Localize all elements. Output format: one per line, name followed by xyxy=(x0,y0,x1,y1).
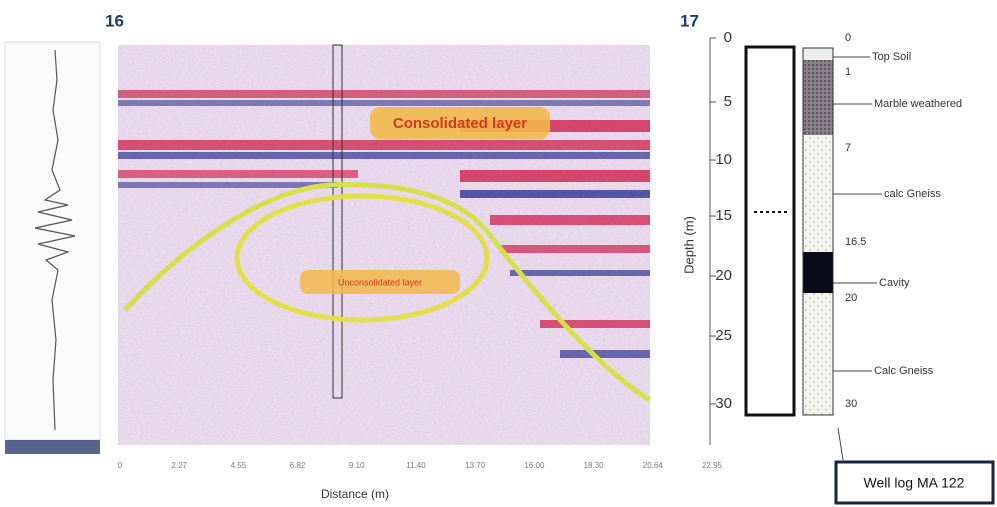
x-axis-label: Distance (m) xyxy=(321,487,389,501)
x-tick-label: 11.40 xyxy=(406,461,426,470)
annotation: Unconsolidated layer xyxy=(338,277,422,287)
annotation: Consolidated layer xyxy=(393,115,527,132)
depth-axis-label: Depth (m) xyxy=(681,216,696,274)
layer-label: Cavity xyxy=(879,277,910,289)
radargram xyxy=(118,44,652,445)
layer-label: calc Gneiss xyxy=(884,188,941,200)
depth-tick-label: 20 xyxy=(715,267,732,284)
depth-label: 20 xyxy=(845,292,857,304)
colorbar xyxy=(5,440,100,454)
depth-label: 16.5 xyxy=(845,236,866,248)
depth-tick-label: 0 xyxy=(724,29,732,46)
depth-tick-label: 25 xyxy=(715,327,732,344)
depth-label: 1 xyxy=(845,66,851,78)
depth-label: 7 xyxy=(845,142,851,154)
x-tick-label: 16.00 xyxy=(524,461,545,470)
x-tick-label: 0 xyxy=(118,461,123,470)
x-tick-label: 9.10 xyxy=(349,461,365,470)
depth-tick-label: 15 xyxy=(715,207,732,224)
lithology-column xyxy=(802,47,834,416)
well-log-box xyxy=(834,460,995,505)
figure-label: 17 xyxy=(680,11,699,30)
x-tick-label: 4.55 xyxy=(231,461,247,470)
depth-tick-label: 30 xyxy=(715,395,732,412)
layer-label: Calc Gneiss xyxy=(874,365,934,377)
well-log-title: Well log MA 122 xyxy=(864,475,965,491)
depth-label: 0 xyxy=(845,32,851,44)
layer-label: Top Soil xyxy=(872,51,911,63)
depth-tick-label: 10 xyxy=(715,151,732,168)
x-tick-label: 2.27 xyxy=(171,461,187,470)
pointers xyxy=(833,56,882,461)
depth-tick-label: 5 xyxy=(724,93,732,110)
x-tick-label: 18.30 xyxy=(584,461,605,470)
borehole xyxy=(744,45,796,417)
x-tick-label: 6.82 xyxy=(290,461,306,470)
figure-label: 16 xyxy=(105,11,124,30)
layer-label: Marble weathered xyxy=(874,98,962,110)
x-tick-label: 20.64 xyxy=(643,461,664,470)
wavelet xyxy=(34,49,76,431)
x-tick-label: 22.95 xyxy=(702,461,723,470)
x-tick-label: 13.70 xyxy=(465,461,486,470)
depth-label: 30 xyxy=(845,398,857,410)
